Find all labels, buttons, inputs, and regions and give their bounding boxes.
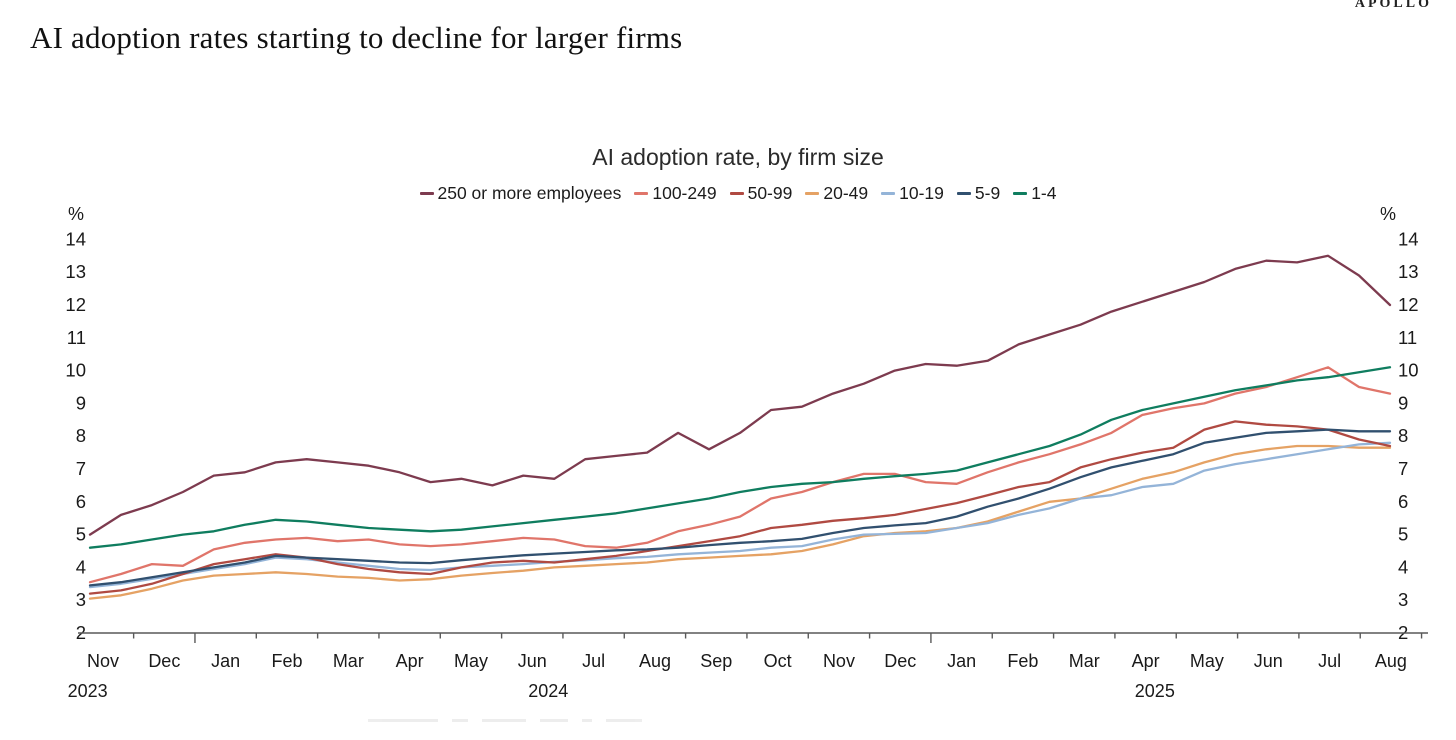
legend-label: 10-19 [899,183,944,203]
clipped-source-note [368,719,1008,727]
y-tick-label-right: 9 [1398,392,1408,413]
y-tick-label-right: 10 [1398,360,1419,381]
y-tick-label-left: 3 [76,589,86,610]
y-tick-label-right: 14 [1398,228,1419,249]
y-unit-right: % [1380,204,1396,224]
legend-label: 250 or more employees [437,183,622,203]
legend-label: 5-9 [974,183,1001,203]
x-month-label: Mar [333,651,364,671]
legend-label: 20-49 [823,183,869,203]
x-month-label: Jan [947,651,976,671]
chart-legend: 250 or more employees 100-249 50-99 20-49 10… [0,183,1456,204]
y-tick-label-left: 4 [76,556,86,577]
x-month-label: Dec [884,651,916,671]
y-tick-label-right: 5 [1398,524,1408,545]
x-month-label: Apr [396,651,424,671]
x-month-label: Jan [211,651,240,671]
x-month-label: Mar [1069,651,1100,671]
legend-item-10-19: 10-19 [881,183,944,204]
legend-swatch [805,192,820,195]
y-tick-label-right: 4 [1398,556,1408,577]
y-tick-label-right: 8 [1398,425,1408,446]
legend-label: 50-99 [747,183,793,203]
y-unit-left: % [68,204,84,224]
legend-swatch [729,192,744,195]
legend-item-50-99: 50-99 [729,183,793,204]
y-tick-label-left: 10 [65,360,86,381]
series-line-20-49 [88,444,1392,600]
x-month-label: Aug [639,651,671,671]
legend-item-5-9: 5-9 [956,183,1001,204]
y-tick-label-right: 13 [1398,261,1419,282]
y-tick-label-left: 5 [76,524,86,545]
x-month-label: Jul [1318,651,1341,671]
y-tick-label-right: 12 [1398,294,1419,315]
x-month-label: Sep [700,651,732,671]
legend-swatch [881,192,896,195]
legend-label: 100-249 [652,183,717,203]
x-month-label: May [1190,651,1224,671]
legend-swatch [956,192,971,195]
x-month-label: Nov [823,651,855,671]
legend-swatch [1013,192,1028,195]
x-month-label: Jul [582,651,605,671]
y-tick-label-right: 6 [1398,491,1408,512]
x-month-label: Feb [271,651,302,671]
x-month-label: Jun [518,651,547,671]
chart-title: AI adoption rate, by firm size [592,144,884,170]
x-month-label: Feb [1007,651,1038,671]
x-month-label: Aug [1375,651,1407,671]
y-tick-label-left: 12 [65,294,86,315]
page-title: AI adoption rates starting to decline fo… [30,20,683,55]
legend-swatch [634,192,649,195]
series-line-10-19 [88,441,1392,589]
x-year-label: 2024 [528,681,568,701]
x-year-label: 2025 [1135,681,1175,701]
legend-item-250-or-more-employees: 250 or more employees [419,183,622,204]
x-month-label: Oct [764,651,792,671]
y-tick-label-left: 6 [76,491,86,512]
y-tick-label-left: 13 [65,261,86,282]
y-tick-label-right: 3 [1398,589,1408,610]
y-tick-label-left: 11 [67,327,86,348]
legend-item-1-4: 1-4 [1013,183,1056,204]
legend-item-100-249: 100-249 [634,183,717,204]
x-month-label: Nov [87,651,119,671]
x-month-label: Dec [148,651,180,671]
x-month-label: May [454,651,488,671]
y-tick-label-right: 7 [1398,458,1408,479]
series-line-250-or-more-employees [88,254,1392,536]
x-month-label: Apr [1132,651,1160,671]
y-tick-label-left: 9 [76,392,86,413]
y-tick-label-left: 8 [76,425,86,446]
y-tick-label-left: 7 [76,458,86,479]
apollo-logo: APOLLO [1354,0,1432,11]
series-line-5-9 [88,428,1392,587]
y-tick-label-right: 11 [1398,327,1417,348]
x-year-label: 2023 [68,681,108,701]
legend-item-20-49: 20-49 [805,183,868,204]
series-line-100-249 [88,366,1392,584]
x-month-label: Jun [1254,651,1283,671]
series-line-1-4 [88,366,1392,549]
legend-label: 1-4 [1031,183,1057,203]
legend-swatch [419,192,434,195]
y-tick-label-left: 14 [65,228,86,249]
